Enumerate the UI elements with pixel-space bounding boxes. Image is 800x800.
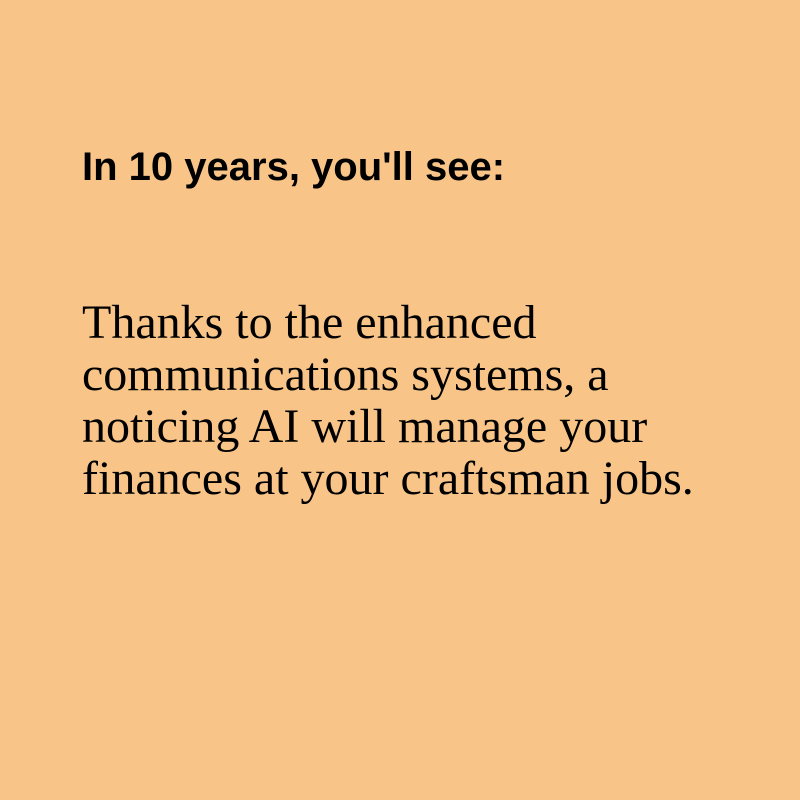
card-heading: In 10 years, you'll see: [82,145,506,189]
card-body-text: Thanks to the enhanced communications sy… [82,296,694,505]
